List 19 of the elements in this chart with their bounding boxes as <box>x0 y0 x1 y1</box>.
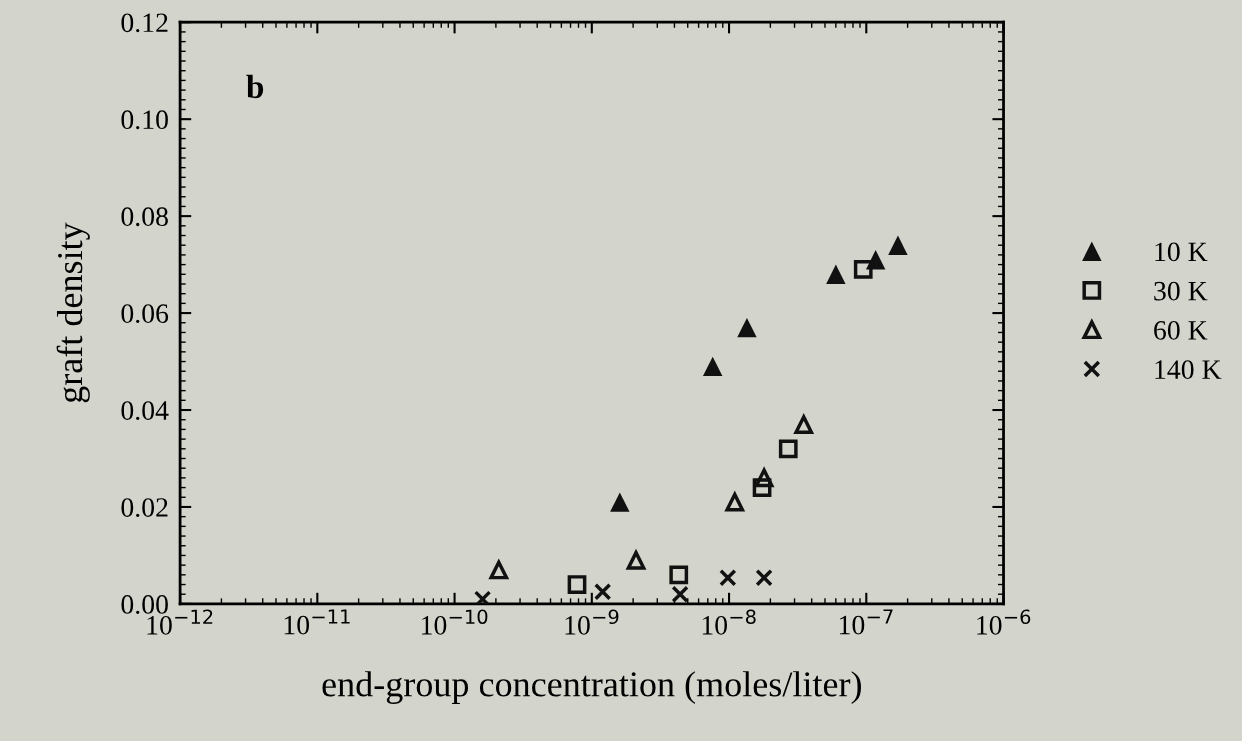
y-tick-label: 0.08 <box>121 207 168 227</box>
legend-label: 10 K <box>1155 242 1208 262</box>
x-tick-label: 10$^{−11}$ <box>284 609 350 635</box>
y-tick-label: 0.10 <box>121 110 168 130</box>
y-tick-label: 0.02 <box>121 498 168 517</box>
x-tick-label: 10$^{−8}$ <box>702 609 756 635</box>
x-tick-label: 10$^{−10}$ <box>422 609 488 635</box>
x-axis-title: end-group concentration (moles/liter) <box>322 671 861 704</box>
y-axis-title: graft density <box>56 222 90 403</box>
legend-label: 60 K <box>1154 320 1208 340</box>
x-tick-label: 10$^{−7}$ <box>839 609 893 635</box>
annotation: b <box>246 74 264 99</box>
y-tick-label: 0.06 <box>121 304 169 324</box>
x-tick-label: 10$^{−9}$ <box>565 609 619 635</box>
y-tick-label: 0.04 <box>121 401 169 421</box>
y-tick-label: 0.12 <box>121 13 168 33</box>
legend-label: 30 K <box>1154 281 1208 301</box>
legend-label: 140 K <box>1155 360 1222 379</box>
x-tick-label: 10$^{−6}$ <box>977 609 1031 635</box>
